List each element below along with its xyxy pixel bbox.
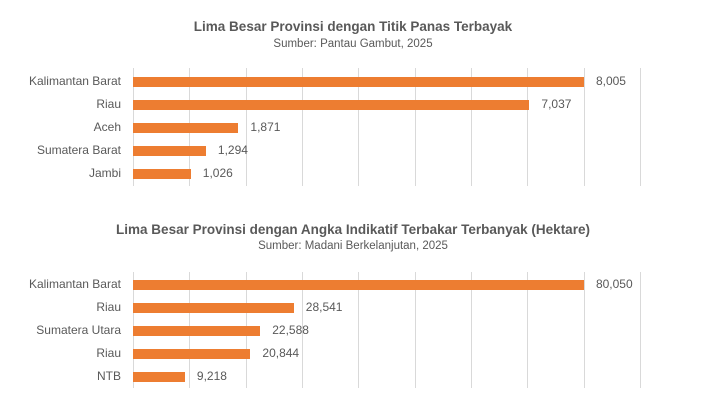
category-label: Riau — [96, 300, 121, 314]
bar — [133, 280, 584, 290]
gridline — [302, 68, 303, 186]
gridline — [471, 68, 472, 186]
category-label: NTB — [97, 369, 121, 383]
category-label: Jambi — [88, 166, 121, 180]
gridline — [527, 68, 528, 186]
category-label: Kalimantan Barat — [28, 74, 121, 88]
bar — [133, 146, 206, 156]
value-label: 1,871 — [250, 120, 281, 134]
value-label: 22,588 — [272, 323, 309, 337]
chart-title: Lima Besar Provinsi dengan Titik Panas T… — [193, 19, 513, 34]
gridline — [527, 272, 528, 388]
gridline — [302, 272, 303, 388]
gridline — [415, 272, 416, 388]
bar — [133, 77, 584, 87]
gridline — [584, 272, 585, 388]
category-label: Aceh — [93, 120, 121, 134]
value-label: 8,005 — [595, 74, 626, 88]
bar — [133, 349, 251, 359]
plot-area: 80,050 Kalimantan Barat 28,541 Riau 22,588 Su… — [29, 272, 641, 388]
gridline — [415, 68, 416, 186]
value-label: 9,218 — [196, 369, 227, 383]
gridline — [358, 68, 359, 186]
value-label: 1,026 — [202, 166, 233, 180]
gridline — [246, 68, 247, 186]
category-label: Sumatera Utara — [36, 323, 121, 337]
chart-subtitle: Sumber: Madani Berkelanjutan, 2025 — [258, 240, 448, 252]
value-label: 20,844 — [262, 346, 300, 360]
chart-title: Lima Besar Provinsi dengan Angka Indikat… — [116, 222, 590, 237]
value-label: 80,050 — [595, 277, 633, 291]
category-label: Kalimantan Barat — [28, 277, 121, 291]
gridline — [471, 272, 472, 388]
bar — [133, 169, 191, 179]
chart-subtitle: Sumber: Pantau Gambut, 2025 — [273, 38, 433, 50]
gridline — [358, 272, 359, 388]
value-label: 7,037 — [541, 97, 572, 111]
hotspot-chart: Lima Besar Provinsi dengan Titik Panas T… — [0, 0, 706, 200]
bar — [133, 100, 530, 110]
category-label: Sumatera Barat — [36, 143, 121, 157]
gridline — [640, 68, 641, 186]
plot-area: 8,005 Kalimantan Barat 7,037 Riau 1,871 Aceh 1… — [29, 68, 641, 186]
gridline — [640, 272, 641, 388]
bar — [133, 326, 261, 336]
value-label: 28,541 — [305, 300, 343, 314]
burned-area-chart: Lima Besar Provinsi dengan Angka Indikat… — [0, 200, 706, 415]
bar — [133, 372, 185, 382]
category-label: Riau — [96, 97, 121, 111]
value-label: 1,294 — [217, 143, 248, 157]
bar — [133, 123, 239, 133]
category-label: Riau — [96, 346, 121, 360]
bar — [133, 303, 294, 313]
gridline — [584, 68, 585, 186]
